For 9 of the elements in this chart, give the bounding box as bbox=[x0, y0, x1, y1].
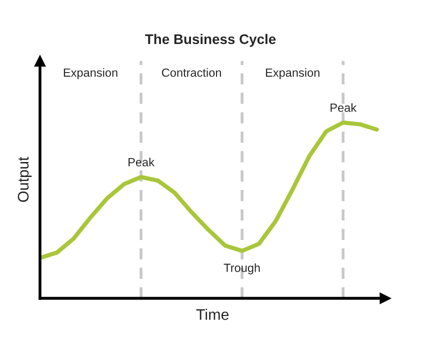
chart-title: The Business Cycle bbox=[145, 34, 276, 47]
annotation: Trough bbox=[224, 263, 260, 274]
x-axis-title: Time bbox=[196, 308, 229, 320]
annotation: Peak bbox=[128, 158, 155, 166]
text: Contraction bbox=[162, 68, 221, 77]
y-axis-title: Output bbox=[18, 156, 32, 202]
annotation: Peak bbox=[330, 103, 357, 112]
text: Expansion bbox=[266, 68, 320, 80]
text: Expansion bbox=[64, 68, 118, 80]
